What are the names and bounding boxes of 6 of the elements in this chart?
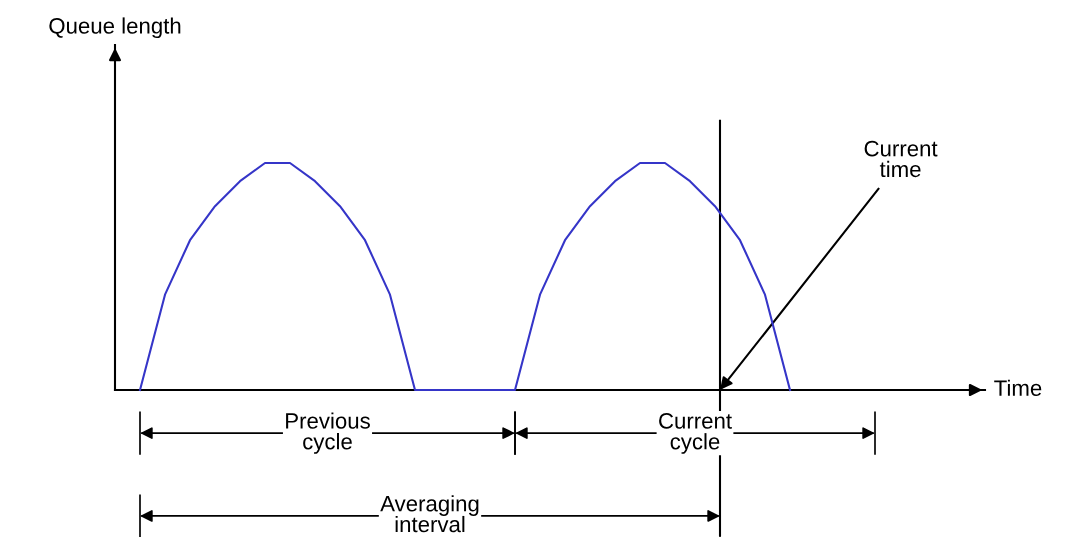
text: Current time (864, 140, 938, 178)
text: Previous cycle (286, 412, 370, 454)
text: Time (994, 379, 1042, 396)
text: Current cycle (659, 413, 732, 454)
text: Averaging interval (380, 495, 479, 533)
text: Queue length (49, 17, 181, 39)
